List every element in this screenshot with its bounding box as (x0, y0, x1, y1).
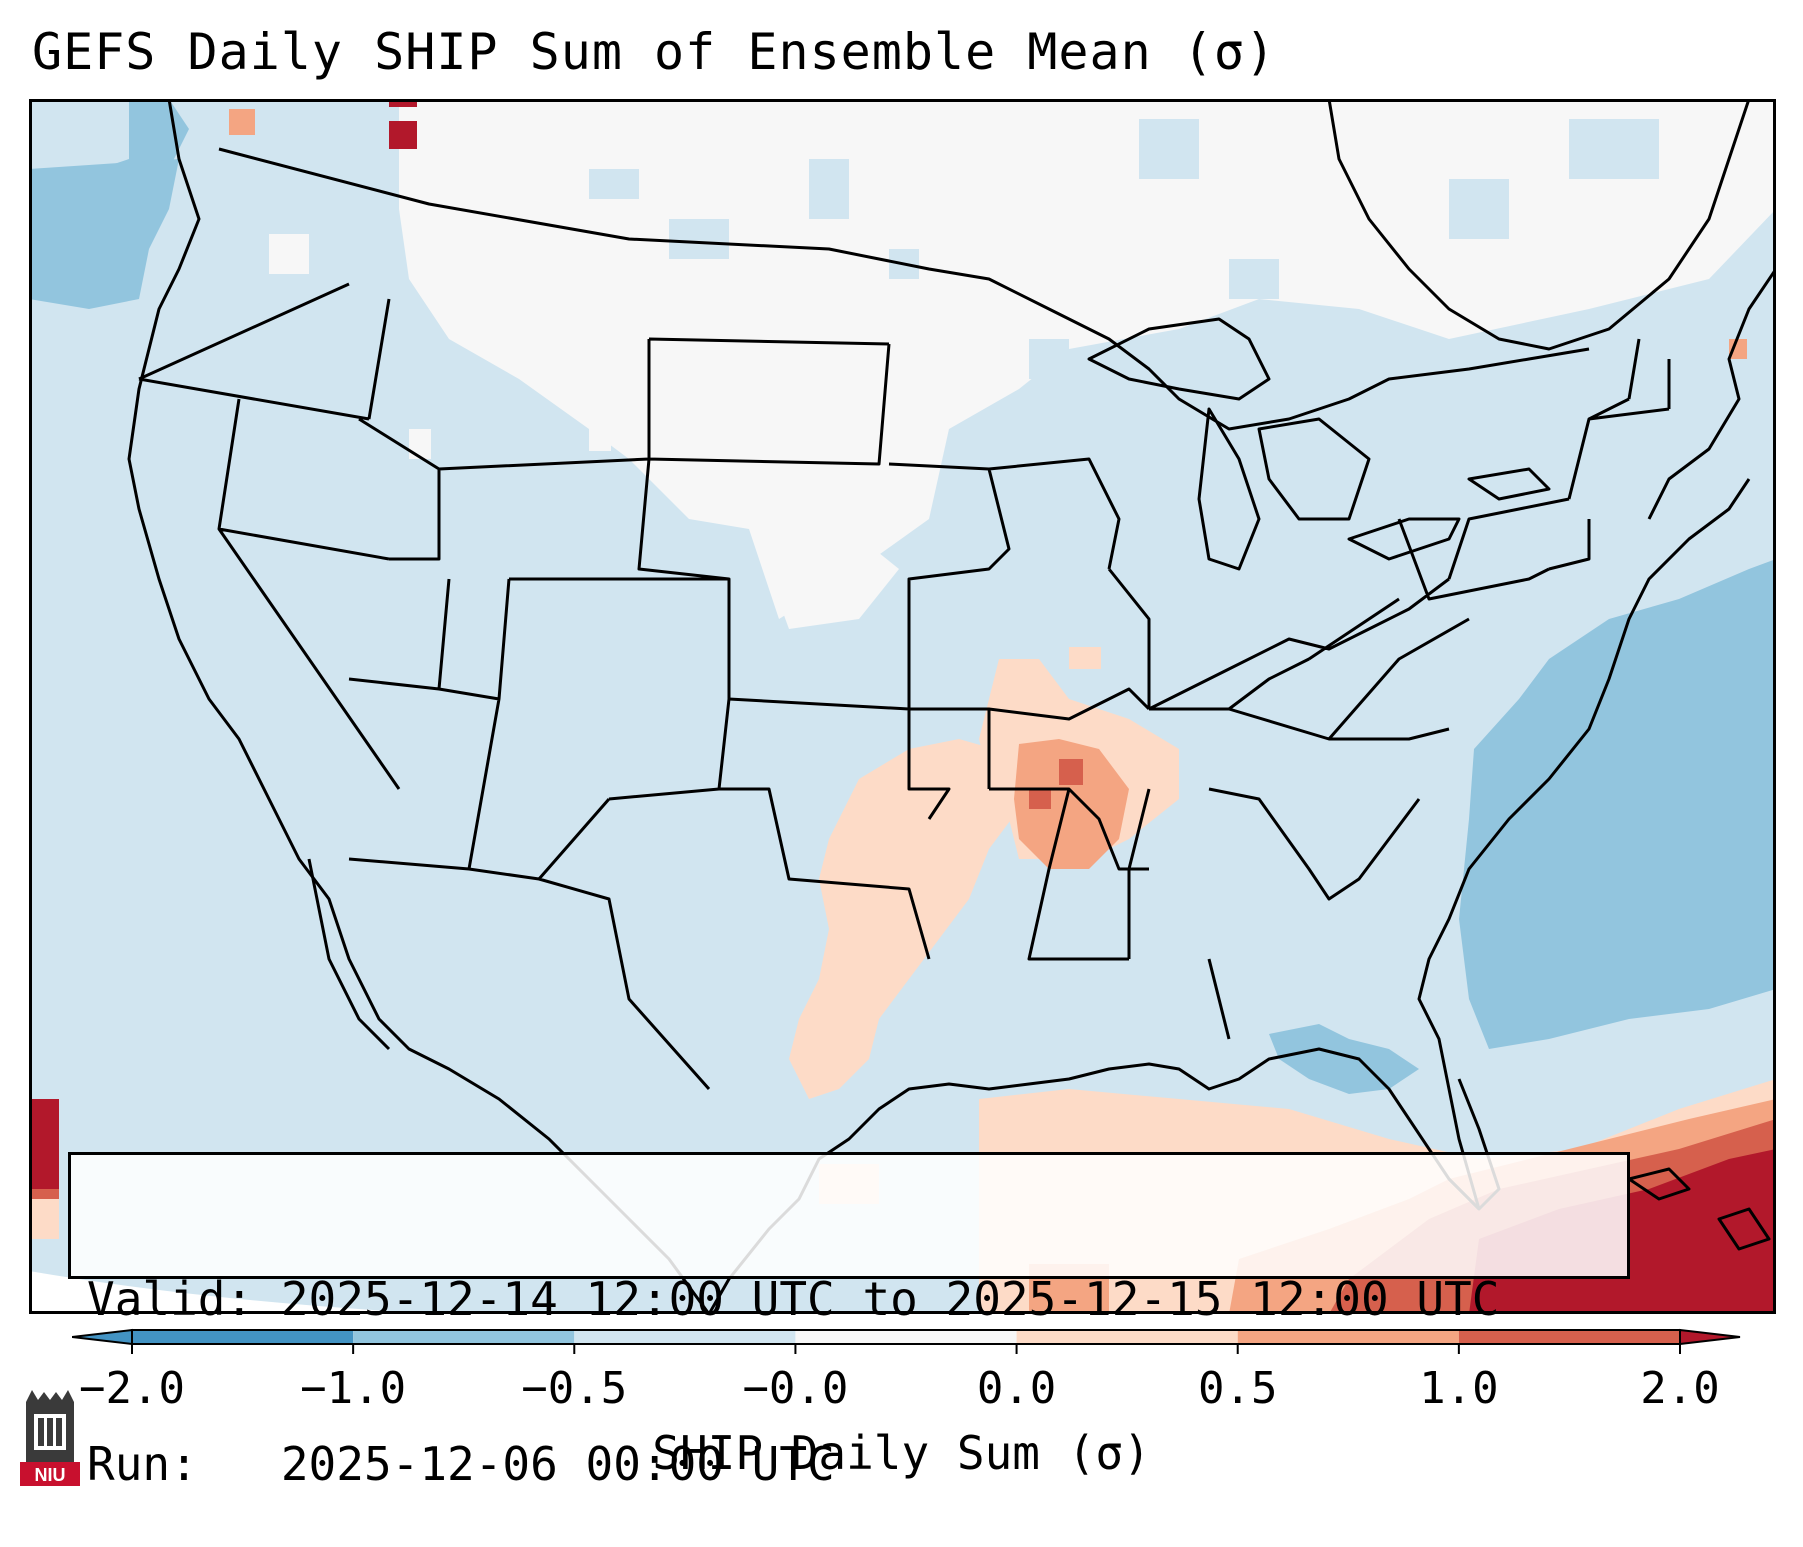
colorbar-outline (131, 1329, 1681, 1345)
colorbar (71, 1318, 1742, 1372)
colorbar-tick-label: −0.0 (742, 1363, 849, 1414)
colorbar-segment (132, 1330, 354, 1344)
colorbar-segment (574, 1330, 796, 1344)
field-light-speckles (589, 119, 1659, 379)
map-border (29, 99, 1776, 1314)
colorbar-segment (1458, 1330, 1680, 1344)
colorbar-tick-label: 2.0 (1640, 1363, 1720, 1414)
valid-run-info-box: Valid: 2025-12-14 12:00 UTC to 2025-12-1… (68, 1152, 1630, 1491)
colorbar-segment (1016, 1330, 1238, 1344)
colorbar-tick-label: 0.0 (976, 1363, 1057, 1414)
colorbar-segment (1237, 1330, 1459, 1344)
colorbar-segment (795, 1330, 1017, 1344)
valid-time-line: Valid: 2025-12-14 12:00 UTC to 2025-12-1… (87, 1272, 1500, 1326)
outside-domain-corner (29, 1271, 1029, 1314)
colorbar-label: SHIP Daily Sum (σ) (652, 1426, 1151, 1480)
map-panel (29, 99, 1776, 1314)
colorbar-extend-min (71, 1328, 133, 1346)
colorbar-extend-max (1679, 1328, 1741, 1346)
logo-text: NIU (35, 1465, 66, 1485)
colorbar-tick-label: 1.0 (1419, 1363, 1499, 1414)
colorbar-tick-label: −2.0 (79, 1363, 185, 1414)
field-near-zero (269, 99, 1776, 629)
colorbar-segment (353, 1330, 575, 1344)
niu-logo: NIU (20, 1390, 80, 1490)
run-time-line: Run: 2025-12-06 00:00 UTC (87, 1437, 835, 1491)
coastlines-and-borders (127, 99, 1776, 1314)
field-moderate-negative (29, 99, 1776, 1094)
colorbar-tick-label: −0.5 (521, 1363, 628, 1414)
colorbar-tick-label: −1.0 (300, 1363, 407, 1414)
map-title: GEFS Daily SHIP Sum of Ensemble Mean (σ) (32, 23, 1277, 81)
colorbar-tick-label: 0.5 (1197, 1363, 1278, 1414)
